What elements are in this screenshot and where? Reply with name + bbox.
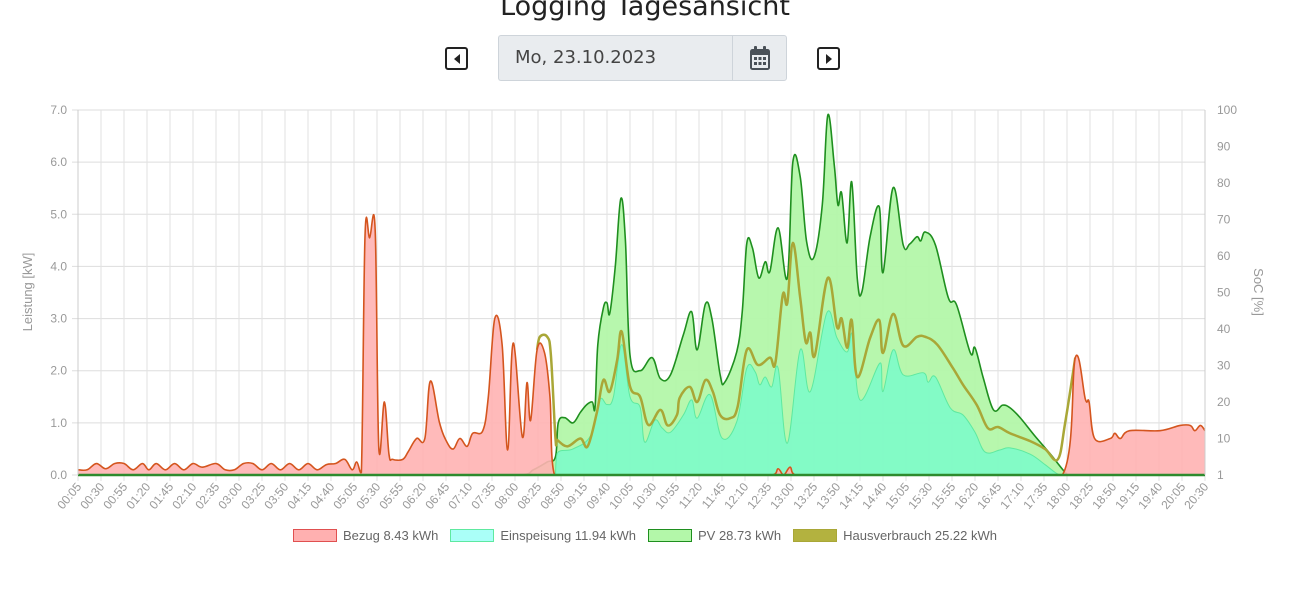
legend-swatch [793, 529, 838, 542]
x-tick-label: 19:40 [1135, 480, 1165, 512]
x-tick-label: 12:35 [744, 480, 774, 512]
x-tick-label: 15:05 [882, 480, 912, 512]
y2-tick-label: 90 [1217, 140, 1231, 154]
x-tick-label: 01:20 [123, 480, 153, 512]
x-tick-label: 00:55 [100, 480, 130, 512]
y2-tick-label: 20 [1217, 395, 1231, 409]
x-tick-label: 15:30 [905, 480, 935, 512]
y2-tick-label: 100 [1217, 103, 1237, 117]
legend-item-hausverbrauch[interactable]: Hausverbrauch 25.22 kWh [793, 528, 997, 543]
x-tick-label: 03:25 [238, 480, 268, 512]
x-tick-label: 10:30 [629, 480, 659, 512]
legend-swatch [292, 529, 337, 542]
hausverbrauch-line [535, 241, 1077, 462]
x-tick-label: 08:50 [537, 480, 567, 512]
x-tick-label: 03:00 [215, 480, 245, 512]
x-tick-label: 00:05 [54, 480, 84, 512]
x-tick-label: 10:05 [606, 480, 636, 512]
y2-axis-title: SoC [%] [1251, 268, 1266, 316]
legend-label: Bezug 8.43 kWh [342, 528, 439, 543]
x-tick-label: 18:25 [1066, 480, 1096, 512]
x-tick-label: 16:20 [951, 480, 981, 512]
y2-tick-label: 10 [1217, 432, 1231, 446]
y-tick-label: 3.0 [50, 312, 67, 326]
y2-tick-label: 60 [1217, 249, 1231, 263]
x-tick-label: 18:00 [1043, 480, 1073, 512]
einspeisung-line [554, 310, 1060, 476]
legend-label: PV 28.73 kWh [697, 528, 782, 543]
x-tick-label: 03:50 [261, 480, 291, 512]
y-tick-label: 6.0 [50, 155, 67, 169]
x-tick-label: 06:45 [422, 480, 452, 512]
x-tick-label: 17:10 [997, 480, 1027, 512]
x-tick-label: 05:30 [353, 480, 383, 512]
x-tick-label: 19:15 [1112, 480, 1142, 512]
x-tick-label: 00:30 [77, 480, 107, 512]
x-tick-label: 16:45 [974, 480, 1004, 512]
chart-legend: Bezug 8.43 kWh Einspeisung 11.94 kWh PV 28… [0, 528, 1290, 543]
x-tick-label: 07:35 [468, 480, 498, 512]
power-chart: 0.01.02.03.04.05.06.07.000:0500:3000:550… [20, 103, 1266, 512]
legend-label: Hausverbrauch 25.22 kWh [843, 528, 998, 543]
x-tick-label: 18:50 [1089, 480, 1119, 512]
x-tick-label: 09:40 [583, 480, 613, 512]
x-tick-label: 02:10 [169, 480, 199, 512]
x-tick-label: 02:35 [192, 480, 222, 512]
y-tick-label: 1.0 [50, 416, 67, 430]
legend-item-einspeisung[interactable]: Einspeisung 11.94 kWh [450, 528, 636, 543]
y2-tick-label: 40 [1217, 322, 1231, 336]
y-tick-label: 2.0 [50, 364, 67, 378]
x-tick-label: 04:40 [307, 480, 337, 512]
y2-tick-label: 80 [1217, 176, 1231, 190]
y-tick-label: 4.0 [50, 259, 67, 273]
pv-line [77, 113, 1205, 476]
x-tick-label: 10:55 [652, 480, 682, 512]
legend-item-bezug[interactable]: Bezug 8.43 kWh [292, 528, 439, 543]
x-tick-label: 08:00 [491, 480, 521, 512]
legend-swatch [647, 529, 692, 542]
legend-label: Einspeisung 11.94 kWh [500, 528, 636, 543]
y-tick-label: 5.0 [50, 207, 67, 221]
y2-tick-label: 30 [1217, 359, 1231, 373]
y2-tick-label: 1 [1217, 468, 1224, 482]
x-tick-label: 15:55 [928, 480, 958, 512]
x-tick-label: 14:15 [836, 480, 866, 512]
x-tick-label: 04:15 [284, 480, 314, 512]
caret-right-icon [825, 53, 832, 64]
y2-tick-label: 70 [1217, 213, 1231, 227]
x-tick-label: 13:50 [813, 480, 843, 512]
chart-series [77, 113, 1206, 477]
y-tick-label: 7.0 [50, 103, 67, 117]
x-tick-label: 06:20 [399, 480, 429, 512]
x-tick-label: 09:15 [560, 480, 590, 512]
x-tick-label: 08:25 [514, 480, 544, 512]
y-tick-label: 0.0 [50, 468, 67, 482]
y-axis-title: Leistung [kW] [20, 253, 35, 332]
y2-tick-label: 50 [1217, 286, 1231, 300]
x-tick-label: 05:05 [330, 480, 360, 512]
x-tick-label: 20:30 [1181, 480, 1211, 512]
x-tick-label: 12:10 [721, 480, 751, 512]
x-tick-label: 13:25 [790, 480, 820, 512]
x-tick-label: 07:10 [445, 480, 475, 512]
x-tick-label: 11:20 [676, 480, 706, 512]
page-title: Logging Tagesansicht [500, 0, 790, 22]
x-tick-label: 01:45 [146, 480, 176, 512]
date-input[interactable]: Mo, 23.10.2023 [498, 35, 732, 81]
x-tick-label: 14:40 [859, 480, 889, 512]
einspeisung-area [555, 310, 1060, 475]
calendar-button[interactable] [732, 35, 787, 81]
x-tick-label: 05:55 [376, 480, 406, 512]
legend-item-pv[interactable]: PV 28.73 kWh [647, 528, 782, 543]
caret-left-icon [453, 53, 460, 64]
next-day-button[interactable] [817, 47, 840, 70]
x-tick-label: 20:05 [1158, 480, 1188, 512]
previous-day-button[interactable] [445, 47, 468, 70]
bezug-area [78, 214, 1205, 475]
legend-swatch [450, 529, 495, 542]
calendar-icon [749, 46, 770, 70]
x-tick-label: 13:00 [767, 480, 797, 512]
date-picker: Mo, 23.10.2023 [498, 35, 787, 81]
x-tick-label: 17:35 [1020, 480, 1050, 512]
